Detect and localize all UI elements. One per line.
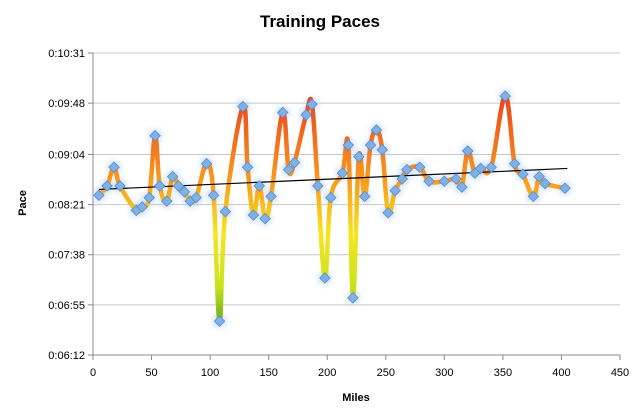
data-point bbox=[413, 161, 426, 174]
axes bbox=[88, 52, 621, 360]
data-point bbox=[423, 175, 435, 188]
data-point bbox=[319, 272, 331, 284]
x-tick-label: 150 bbox=[259, 367, 277, 379]
x-tick-label: 200 bbox=[318, 367, 336, 379]
data-point bbox=[166, 170, 179, 183]
x-tick-label: 250 bbox=[377, 367, 395, 379]
data-point bbox=[207, 189, 220, 202]
y-tick-label: 0:07:38 bbox=[48, 250, 85, 262]
data-point bbox=[282, 163, 295, 176]
data-point bbox=[114, 180, 126, 192]
data-point bbox=[461, 145, 474, 157]
y-tick-label: 0:08:21 bbox=[48, 200, 85, 212]
x-tick-label: 350 bbox=[494, 367, 512, 379]
data-point bbox=[108, 161, 120, 174]
data-point bbox=[312, 180, 324, 192]
data-point bbox=[306, 98, 318, 111]
data-point-markers bbox=[93, 90, 571, 327]
data-point bbox=[161, 195, 173, 207]
y-tick-label: 0:09:48 bbox=[48, 98, 85, 110]
data-point bbox=[353, 151, 365, 163]
data-point bbox=[172, 180, 185, 192]
data-point bbox=[559, 182, 571, 195]
data-point bbox=[213, 315, 226, 327]
data-point bbox=[265, 190, 277, 203]
data-point bbox=[219, 205, 232, 218]
data-point bbox=[200, 158, 213, 170]
data-point bbox=[93, 189, 105, 202]
series-lines bbox=[96, 93, 568, 324]
data-point bbox=[153, 180, 166, 192]
data-point bbox=[247, 209, 260, 221]
data-point bbox=[450, 173, 462, 185]
y-tick-label: 0:06:12 bbox=[48, 350, 85, 362]
data-point bbox=[389, 184, 401, 197]
data-point bbox=[533, 170, 545, 183]
data-point bbox=[259, 212, 271, 225]
data-point bbox=[324, 191, 337, 204]
data-point bbox=[136, 201, 148, 213]
data-point bbox=[401, 163, 413, 176]
x-tick-label: 100 bbox=[201, 367, 219, 379]
data-point bbox=[382, 206, 394, 219]
y-tick-label: 0:10:31 bbox=[48, 48, 85, 60]
y-tick-label: 0:06:55 bbox=[48, 300, 85, 312]
data-point bbox=[364, 139, 377, 151]
data-point bbox=[190, 191, 202, 204]
data-point bbox=[527, 190, 540, 203]
series-line bbox=[96, 93, 568, 324]
y-axis-label: Pace bbox=[17, 190, 29, 216]
data-point bbox=[347, 292, 359, 304]
data-point bbox=[241, 161, 254, 174]
data-point bbox=[517, 168, 529, 181]
y-tick-label: 0:09:04 bbox=[48, 149, 85, 161]
data-point bbox=[276, 106, 289, 119]
x-tick-label: 300 bbox=[435, 367, 453, 379]
x-tick-label: 0 bbox=[90, 367, 96, 379]
data-point bbox=[143, 191, 155, 204]
data-point bbox=[300, 109, 312, 121]
data-point bbox=[370, 124, 383, 136]
chart-title: Training Paces bbox=[260, 12, 380, 31]
data-point bbox=[376, 144, 389, 156]
data-point bbox=[456, 181, 468, 193]
x-tick-label: 50 bbox=[145, 367, 157, 379]
x-tick-label: 450 bbox=[611, 367, 629, 379]
x-tick-label: 400 bbox=[552, 367, 570, 379]
data-point bbox=[474, 162, 487, 175]
data-point bbox=[539, 177, 551, 190]
y-tick-labels: 0:06:12 0:06:55 0:07:38 0:08:21 0:09:04 0:09:… bbox=[48, 48, 85, 362]
x-tick-labels: 0 50 100 150 200 250 300 350 400 450 bbox=[90, 367, 629, 379]
data-point bbox=[499, 90, 511, 102]
data-point bbox=[288, 156, 301, 169]
data-point bbox=[485, 161, 497, 174]
data-point bbox=[253, 180, 266, 192]
data-point bbox=[358, 190, 371, 203]
data-point bbox=[101, 180, 113, 192]
data-point bbox=[342, 139, 355, 151]
data-point bbox=[396, 173, 408, 185]
data-point bbox=[149, 130, 161, 142]
data-point bbox=[438, 175, 451, 188]
data-point bbox=[508, 158, 521, 170]
data-point bbox=[237, 100, 249, 113]
data-point bbox=[336, 167, 349, 179]
x-axis-label: Miles bbox=[342, 392, 370, 404]
data-point bbox=[178, 185, 191, 198]
